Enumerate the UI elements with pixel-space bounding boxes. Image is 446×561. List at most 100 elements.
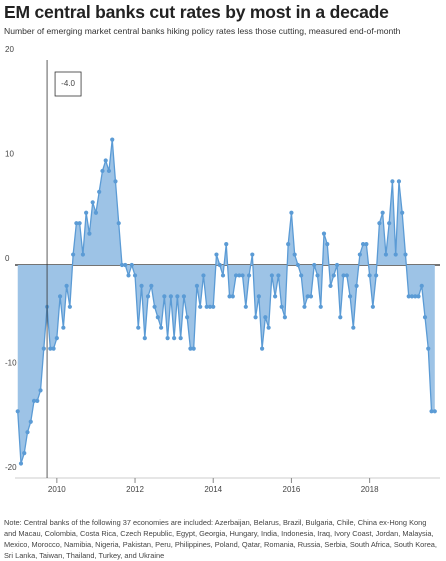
point — [292, 252, 297, 257]
point — [273, 294, 278, 299]
point — [302, 304, 307, 309]
point — [413, 294, 418, 299]
point — [354, 283, 359, 288]
x-tick-label: 2010 — [48, 485, 66, 494]
point — [71, 252, 76, 257]
point — [51, 346, 56, 351]
point — [308, 294, 314, 299]
point — [377, 221, 382, 226]
point — [237, 273, 242, 278]
point — [18, 461, 24, 466]
point — [204, 304, 209, 309]
point — [305, 294, 310, 299]
point — [77, 221, 82, 226]
point — [119, 262, 125, 268]
point — [422, 315, 428, 320]
chart-subtitle: Number of emerging market central banks … — [4, 26, 401, 36]
point — [97, 189, 102, 194]
point — [243, 304, 248, 309]
point — [246, 273, 252, 278]
point — [61, 325, 66, 330]
point — [416, 294, 421, 299]
x-tick-label: 2014 — [204, 485, 222, 494]
point — [22, 451, 27, 456]
point — [325, 242, 330, 247]
point — [162, 294, 167, 299]
point — [263, 315, 268, 320]
point — [312, 262, 317, 268]
annotation-box — [54, 71, 82, 97]
x-tick-label: 2018 — [361, 485, 379, 494]
point — [370, 304, 375, 309]
point — [266, 325, 271, 330]
point — [93, 210, 99, 215]
point — [419, 283, 424, 288]
point — [64, 283, 69, 288]
x-tick-label: 2012 — [126, 485, 144, 494]
point — [139, 283, 144, 288]
point — [351, 325, 356, 330]
point — [172, 336, 177, 341]
point — [260, 346, 265, 351]
chart-title: EM central banks cut rates by most in a … — [4, 2, 389, 22]
point — [393, 252, 398, 257]
point — [123, 262, 128, 268]
point — [126, 273, 131, 278]
y-tick-label: 20 — [5, 45, 14, 54]
point — [185, 315, 190, 320]
point — [159, 325, 164, 330]
point — [35, 398, 40, 403]
y-tick-label: 10 — [5, 150, 14, 159]
point — [403, 252, 408, 257]
point — [344, 273, 349, 278]
point — [387, 221, 392, 226]
point — [383, 252, 389, 257]
point — [295, 262, 301, 268]
point — [152, 304, 157, 309]
point — [132, 273, 138, 278]
point — [279, 304, 284, 309]
point — [380, 210, 385, 215]
point — [31, 398, 37, 403]
point — [360, 242, 366, 247]
point — [41, 346, 46, 351]
point — [282, 315, 287, 320]
y-tick-label: -20 — [5, 463, 17, 472]
point — [347, 294, 353, 299]
point — [110, 137, 115, 142]
point — [145, 294, 151, 299]
point — [175, 294, 180, 299]
point — [318, 304, 323, 309]
point — [188, 346, 193, 351]
point — [106, 168, 112, 174]
point — [67, 304, 72, 309]
point — [256, 294, 261, 299]
x-tick-label: 2016 — [283, 485, 301, 494]
point — [227, 294, 232, 299]
point — [396, 179, 402, 184]
point — [116, 221, 121, 226]
note: Note: Central banks of the following 37 … — [4, 518, 437, 560]
point — [220, 273, 226, 278]
point — [129, 262, 134, 268]
point — [57, 294, 63, 299]
point — [426, 346, 431, 351]
point — [207, 304, 213, 309]
point — [136, 325, 141, 330]
point — [276, 273, 281, 278]
point — [406, 294, 411, 299]
point — [315, 273, 320, 278]
point — [338, 315, 343, 320]
point — [87, 231, 92, 236]
point — [211, 304, 216, 309]
y-tick-label: 0 — [5, 254, 10, 263]
point — [84, 210, 89, 215]
point — [233, 273, 239, 278]
point — [250, 252, 255, 257]
point — [240, 273, 245, 278]
point — [38, 388, 43, 393]
point — [224, 242, 229, 247]
point — [289, 210, 294, 215]
point — [198, 304, 203, 309]
